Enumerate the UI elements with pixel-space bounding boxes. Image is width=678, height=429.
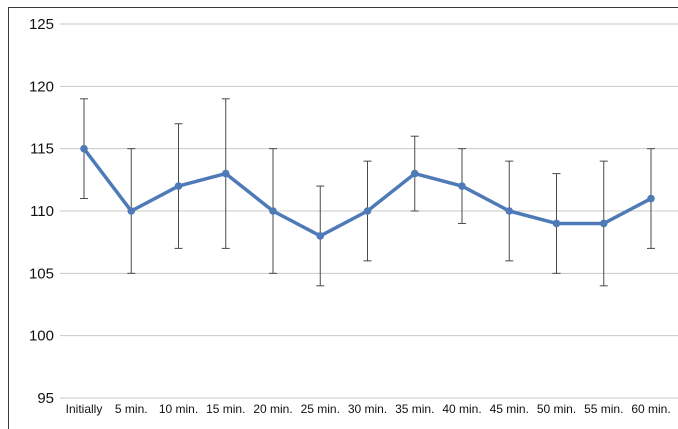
y-tick-label: 105 — [29, 265, 54, 282]
x-tick-label: 10 min. — [159, 402, 198, 416]
y-tick-label: 95 — [37, 390, 54, 407]
x-tick-label: 25 min. — [301, 402, 340, 416]
x-tick-label: 20 min. — [253, 402, 292, 416]
data-point — [221, 169, 230, 178]
y-tick-label: 125 — [29, 16, 54, 33]
data-point — [174, 182, 183, 190]
data-point — [552, 219, 561, 228]
data-point — [316, 232, 325, 240]
data-point — [363, 207, 372, 215]
data-point — [127, 207, 136, 215]
y-tick-label: 120 — [29, 78, 54, 95]
data-point — [599, 219, 608, 228]
data-point — [269, 207, 277, 215]
x-tick-label: 55 min. — [584, 402, 623, 416]
data-point — [647, 194, 655, 203]
x-tick-label: 40 min. — [442, 402, 481, 416]
data-point — [505, 207, 514, 215]
x-tick-label: 45 min. — [490, 402, 529, 416]
x-tick-label: 5 min. — [115, 402, 148, 416]
data-point — [410, 169, 419, 178]
x-tick-label: 35 min. — [395, 402, 434, 416]
x-tick-label: Initially — [66, 402, 103, 416]
data-point — [458, 182, 466, 190]
x-tick-label: 60 min. — [631, 402, 670, 416]
data-point — [80, 144, 88, 153]
x-tick-label: 15 min. — [206, 402, 245, 416]
y-tick-label: 115 — [30, 141, 54, 158]
chart-frame — [8, 7, 678, 429]
x-tick-label: 30 min. — [348, 402, 387, 416]
x-tick-label: 50 min. — [537, 402, 576, 416]
y-tick-label: 110 — [30, 203, 54, 220]
y-tick-label: 100 — [29, 328, 54, 345]
